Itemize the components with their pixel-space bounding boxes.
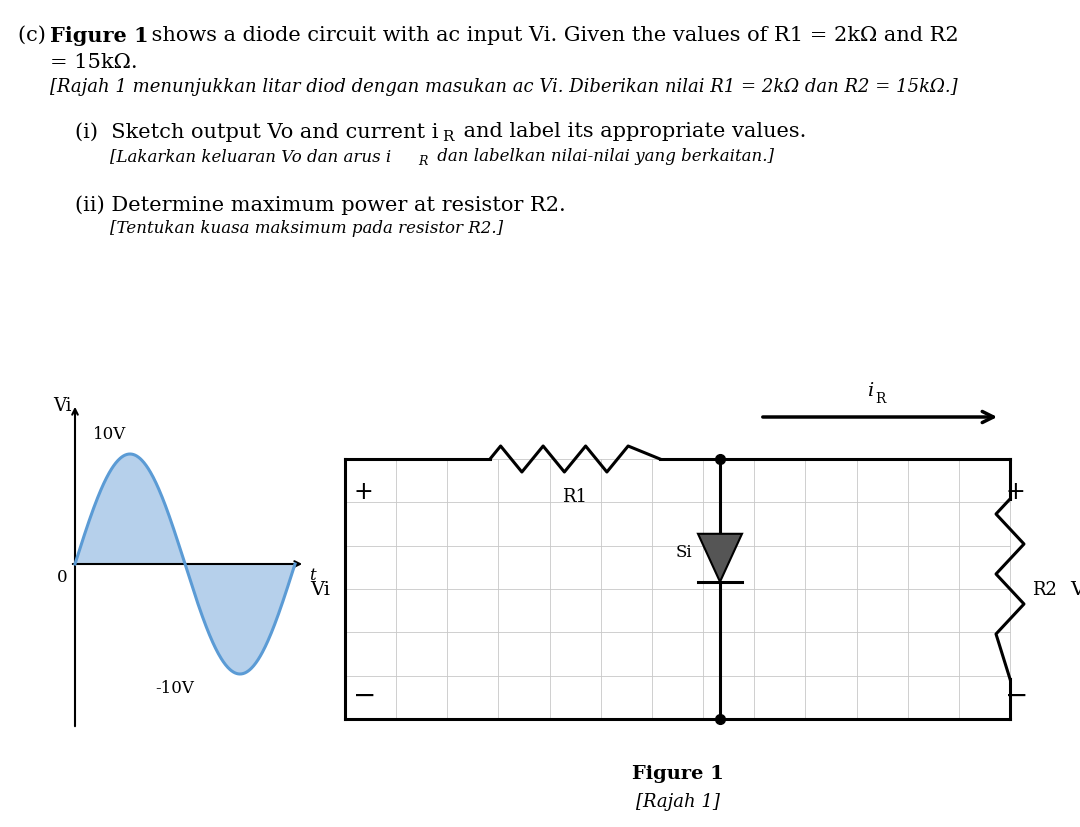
Text: R: R (418, 155, 428, 168)
Text: [Tentukan kuasa maksimum pada resistor R2.]: [Tentukan kuasa maksimum pada resistor R… (110, 220, 503, 237)
Text: shows a diode circuit with ac input Vi. Given the values of R1 = 2kΩ and R2: shows a diode circuit with ac input Vi. … (145, 26, 959, 45)
Text: [Lakarkan keluaran Vo dan arus i: [Lakarkan keluaran Vo dan arus i (110, 148, 391, 165)
Text: and label its appropriate values.: and label its appropriate values. (457, 122, 807, 141)
Text: = 15kΩ.: = 15kΩ. (50, 53, 137, 72)
Text: 10V: 10V (93, 425, 126, 442)
Text: +: + (1005, 480, 1025, 504)
Text: R: R (442, 130, 454, 144)
Text: dan labelkan nilai-nilai yang berkaitan.]: dan labelkan nilai-nilai yang berkaitan.… (432, 148, 774, 165)
Polygon shape (698, 534, 742, 582)
Text: R2: R2 (1032, 581, 1057, 598)
Text: [Rajah 1]: [Rajah 1] (635, 792, 719, 810)
Text: −: − (1005, 681, 1028, 709)
Text: i: i (867, 381, 873, 399)
Text: (i)  Sketch output Vo and current i: (i) Sketch output Vo and current i (75, 122, 438, 141)
Text: +: + (353, 480, 373, 504)
Text: R: R (875, 391, 886, 405)
Text: [Rajah 1 menunjukkan litar diod dengan masukan ac Vi. Diberikan nilai R1 = 2kΩ d: [Rajah 1 menunjukkan litar diod dengan m… (50, 78, 958, 96)
Text: Vi: Vi (310, 581, 330, 598)
Text: Vi: Vi (54, 396, 72, 414)
Text: (ii) Determine maximum power at resistor R2.: (ii) Determine maximum power at resistor… (75, 195, 566, 214)
Text: Vo: Vo (1070, 581, 1080, 598)
Text: Si: Si (675, 543, 692, 561)
Text: (c): (c) (18, 26, 53, 45)
Text: R1: R1 (563, 487, 588, 505)
Text: t: t (309, 566, 315, 583)
Text: -10V: -10V (156, 679, 194, 696)
Text: −: − (353, 681, 376, 709)
Text: Figure 1: Figure 1 (632, 764, 724, 782)
Text: 0: 0 (56, 568, 67, 586)
Text: Figure 1: Figure 1 (50, 26, 149, 46)
